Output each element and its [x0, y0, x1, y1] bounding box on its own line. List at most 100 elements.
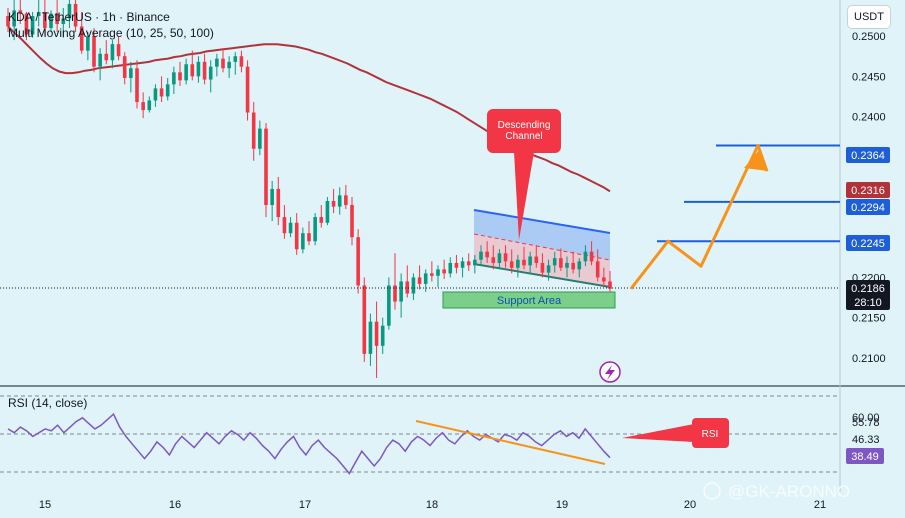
- candle-body: [534, 256, 539, 263]
- support-area-box: [442, 291, 616, 309]
- time-tick: 17: [299, 499, 311, 511]
- candle-body: [24, 13, 29, 35]
- candle-body: [595, 261, 600, 278]
- descending-channel-label-1: Descending: [498, 120, 551, 131]
- candle-body: [448, 262, 453, 274]
- svg-text:0.2294: 0.2294: [851, 202, 885, 214]
- rsi-tick-lower: 46.33: [852, 434, 880, 446]
- candle-body: [552, 258, 557, 266]
- candle-body: [30, 16, 35, 35]
- candle-body: [602, 277, 606, 282]
- candle-body: [178, 72, 182, 81]
- candle-body: [368, 321, 373, 354]
- lightning-glyph: [605, 365, 615, 380]
- svg-text:0.2364: 0.2364: [851, 150, 885, 162]
- svg-text:0.2245: 0.2245: [851, 238, 885, 250]
- candle-body: [141, 102, 145, 111]
- candle-body: [546, 265, 551, 273]
- candle-body: [251, 112, 256, 149]
- channel-mid-line: [473, 233, 611, 261]
- candle-body: [571, 262, 575, 270]
- candle-body: [196, 61, 201, 77]
- candle-body: [344, 195, 348, 206]
- candle-body: [270, 188, 274, 206]
- candle-body: [522, 259, 526, 266]
- candle-body: [350, 205, 354, 238]
- candle-body: [215, 58, 219, 67]
- candle-body: [104, 53, 109, 61]
- price-tick: 0.2100: [852, 353, 886, 365]
- candle-body: [399, 281, 403, 302]
- time-axis: 15 16 17 18 19 20 21: [39, 499, 826, 511]
- candle-body: [165, 84, 170, 97]
- descending-channel-label-2: Channel: [505, 131, 542, 142]
- time-tick: 15: [39, 499, 51, 511]
- currency-button[interactable]: USDT: [847, 5, 891, 29]
- candle-body: [86, 36, 90, 51]
- candle-body: [466, 261, 471, 266]
- candle-body: [374, 321, 379, 346]
- candle-body: [509, 261, 514, 268]
- candle-body: [227, 61, 231, 69]
- candle-body: [221, 58, 225, 69]
- rsi-tick-upper: 55.78: [852, 417, 880, 429]
- candle-body: [589, 251, 594, 262]
- candle-body: [337, 195, 342, 207]
- candle-body: [497, 253, 502, 263]
- candle-body: [380, 325, 385, 346]
- rsi-title[interactable]: RSI (14, close): [8, 396, 87, 410]
- symbol-title[interactable]: KDA / TetherUS · 1h · Binance: [8, 10, 170, 24]
- rsi-badge-current: 38.49: [846, 448, 884, 464]
- candle-body: [528, 256, 532, 266]
- candle-body: [276, 188, 281, 218]
- candle-body: [460, 261, 465, 268]
- candle-body: [454, 262, 459, 268]
- candle-body: [129, 68, 133, 78]
- candle-body: [387, 285, 391, 326]
- candle-body: [55, 13, 59, 25]
- candle-body: [565, 262, 569, 268]
- candle-body: [147, 100, 152, 111]
- candle-body: [608, 281, 612, 289]
- price-tick: 0.2150: [852, 313, 886, 325]
- candle-body: [294, 222, 299, 250]
- candle-body: [442, 269, 446, 274]
- candle-body: [503, 253, 508, 262]
- candle-body: [6, 16, 10, 27]
- candle-body: [325, 201, 330, 223]
- resistance-levels: [657, 144, 840, 243]
- candle-body: [436, 269, 440, 276]
- candle-body: [61, 18, 66, 25]
- candle-body: [122, 56, 127, 78]
- candle-body: [190, 64, 195, 77]
- candle-body: [208, 66, 213, 80]
- time-tick: 16: [169, 499, 181, 511]
- descending-channel-pointer: [514, 152, 534, 240]
- candle-body: [79, 26, 84, 51]
- price-tick: 0.2500: [852, 31, 886, 43]
- candle-body: [43, 11, 47, 29]
- candle-body: [110, 44, 115, 61]
- price-badge-level-1: 0.2364: [846, 147, 890, 163]
- price-tick: 0.2450: [852, 71, 886, 83]
- candle-body: [172, 72, 176, 85]
- time-tick: 20: [684, 499, 696, 511]
- candle-body: [36, 11, 41, 16]
- candle-body: [159, 88, 164, 97]
- candle-body: [307, 233, 311, 242]
- candle-body: [98, 53, 102, 67]
- candle-body: [319, 217, 324, 223]
- candle-body: [479, 251, 483, 260]
- time-tick: 21: [814, 499, 826, 511]
- candle-body: [202, 61, 207, 80]
- indicator-title[interactable]: Multi Moving Average (10, 25, 50, 100): [8, 26, 214, 40]
- candle-body: [184, 64, 188, 81]
- candlestick-series: [6, 0, 612, 378]
- candle-body: [423, 273, 428, 284]
- svg-text:28:10: 28:10: [854, 297, 882, 309]
- candle-body: [49, 13, 53, 29]
- candle-body: [583, 251, 588, 262]
- candle-body: [491, 257, 496, 263]
